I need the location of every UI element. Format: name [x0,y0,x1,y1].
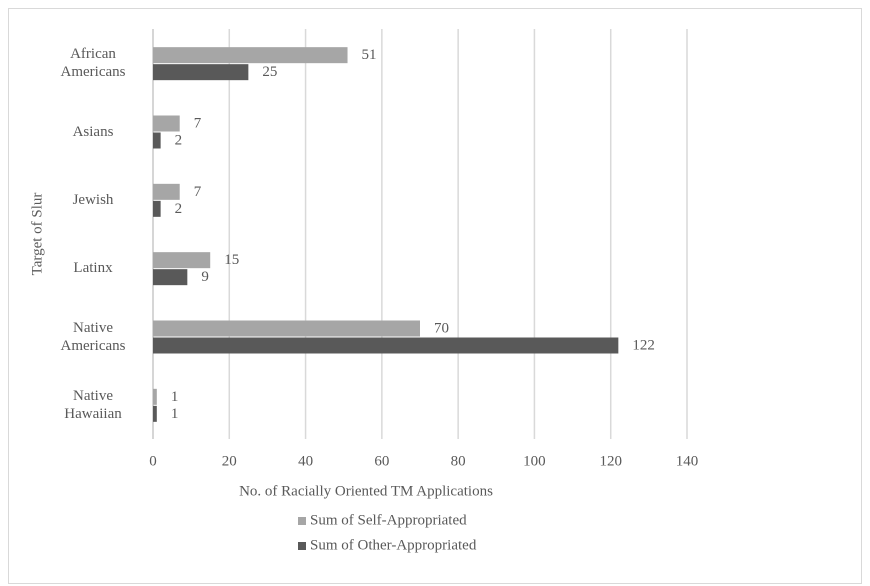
data-label: 25 [262,64,277,80]
bar [153,269,188,286]
legend-label: Sum of Self-Appropriated [310,512,467,528]
data-label: 15 [224,252,239,268]
bar [153,47,348,64]
data-label: 2 [175,132,183,148]
y-tick-label: Native Americans [60,319,126,354]
data-label: 9 [201,269,209,285]
bar [153,200,161,217]
legend-label: Sum of Other-Appropriated [310,537,477,553]
data-label: 1 [171,389,179,405]
x-axis-title: No. of Racially Oriented TM Applications [239,483,493,499]
y-axis-title: Target of Slur [29,193,45,276]
x-tick-label: 20 [222,453,237,469]
x-tick-label: 140 [676,453,699,469]
y-tick-label: Native Hawaiian [64,387,122,422]
data-label: 1 [171,406,179,422]
bar [153,132,161,149]
bar [153,252,211,269]
bar [153,115,180,132]
bar [153,388,157,405]
data-label: 51 [362,47,377,63]
data-label: 2 [175,201,183,217]
legend-swatch [298,517,306,525]
x-tick-label: 120 [599,453,622,469]
x-tick-label: 80 [451,453,466,469]
data-label: 122 [632,337,655,353]
x-tick-label: 40 [298,453,313,469]
bar [153,337,619,354]
x-tick-label: 60 [374,453,389,469]
data-label: 7 [194,115,202,131]
data-label: 70 [434,320,449,336]
y-tick-label: Asians [72,123,114,140]
bar [153,183,180,200]
legend-swatch [298,542,306,550]
bar [153,64,249,81]
y-tick-label: Latinx [73,260,113,277]
y-tick-label: African Americans [60,46,126,81]
chart-border [8,8,862,584]
x-tick-label: 0 [149,453,157,469]
y-tick-label: Jewish [72,191,114,208]
bar [153,320,420,337]
data-label: 7 [194,184,202,200]
x-tick-label: 100 [523,453,546,469]
bar [153,405,157,422]
